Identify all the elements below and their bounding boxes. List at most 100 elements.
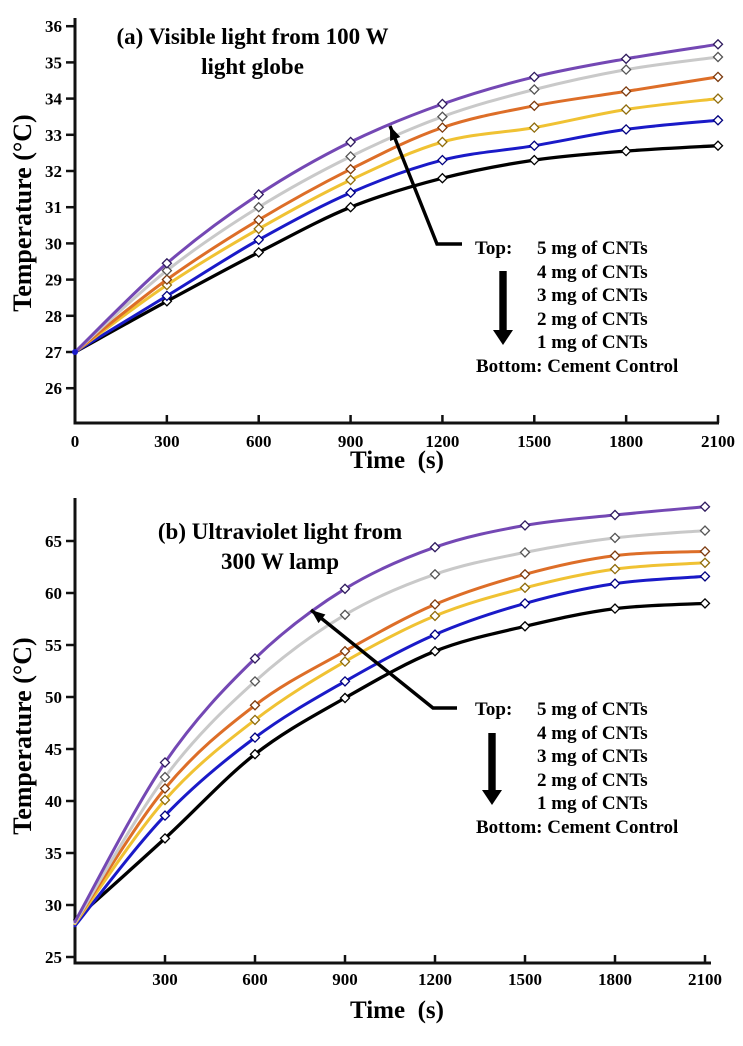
legend-row: Top: 5 mg of CNTs	[464, 698, 734, 722]
data-point-marker	[699, 570, 711, 582]
data-point-marker	[528, 84, 540, 95]
data-point-marker	[339, 609, 351, 621]
data-point-marker	[609, 578, 621, 590]
y-tick-label: 50	[45, 688, 62, 707]
data-point-marker	[429, 610, 441, 622]
data-point-marker	[159, 810, 171, 822]
panel-b-y-axis-label: Temperature (°C)	[8, 637, 37, 835]
x-tick-label: 300	[154, 432, 180, 451]
arrowhead-icon	[390, 126, 401, 141]
data-point-marker	[519, 597, 531, 609]
x-tick-label: 1800	[609, 432, 643, 451]
axis-b	[73, 498, 711, 965]
legend-item: 2 mg of CNTs	[537, 308, 648, 330]
data-point-marker	[345, 201, 357, 213]
data-point-marker	[712, 93, 724, 105]
y-tick-label: 27	[45, 343, 63, 362]
panel-b-title: (b) Ultraviolet light from 300 W lamp	[84, 517, 476, 577]
x-tick-label: 600	[242, 970, 268, 989]
data-point-marker	[429, 541, 441, 553]
data-point-marker	[253, 234, 265, 246]
legend-pointer-line	[309, 608, 457, 710]
panel-b-title-line1: (b) Ultraviolet light from	[157, 519, 403, 544]
x-tick-label: 900	[338, 432, 364, 451]
data-point-marker	[159, 771, 171, 783]
data-point-marker	[519, 582, 531, 594]
legend-item: 3 mg of CNTs	[537, 746, 648, 767]
arrowhead-icon	[311, 610, 326, 624]
data-point-marker	[609, 532, 621, 544]
y-tick-label: 30	[45, 896, 62, 915]
data-point-marker	[609, 603, 621, 615]
legend-row: 2 mg of CNTs	[464, 308, 734, 332]
data-point-marker	[249, 732, 261, 744]
data-point-marker	[345, 187, 357, 199]
data-point-marker	[339, 692, 351, 704]
data-point-marker	[159, 757, 171, 768]
legend-item: 5 mg of CNTs	[537, 238, 648, 259]
x-tick-label: 2100	[688, 970, 722, 989]
legend-row: 1 mg of CNTs	[464, 331, 734, 355]
panel-b-legend: Top: 5 mg of CNTs 4 mg of CNTs 3 mg of CN…	[464, 698, 734, 839]
y-tick-label: 25	[45, 948, 62, 967]
data-point-marker	[159, 832, 171, 844]
series-curve	[73, 144, 720, 354]
data-point-marker	[339, 645, 351, 657]
legend-item: 4 mg of CNTs	[537, 261, 648, 283]
x-tick-label: 600	[246, 432, 272, 451]
panel-a-legend-top-label: Top:	[475, 238, 513, 259]
legend-row: 3 mg of CNTs	[464, 745, 734, 769]
data-point-marker	[345, 163, 357, 175]
y-tick-label: 55	[45, 636, 62, 655]
panel-b-x-axis-label: Time (s)	[350, 997, 444, 1024]
data-point-marker	[429, 598, 441, 610]
data-point-marker	[620, 64, 632, 76]
data-point-marker	[249, 675, 261, 687]
data-point-marker	[620, 123, 632, 135]
start-point	[72, 349, 78, 355]
legend-item: 5 mg of CNTs	[537, 699, 648, 720]
data-point-marker	[712, 51, 724, 63]
data-point-marker	[161, 265, 173, 277]
y-tick-label: 26	[45, 379, 62, 398]
data-point-marker	[528, 100, 540, 112]
panel-b-legend-bottom-label: Bottom: Cement Control	[476, 816, 679, 838]
data-point-marker	[528, 122, 540, 134]
data-point-marker	[519, 568, 531, 580]
panel-a-y-axis-label: Temperature (°C)	[8, 114, 37, 312]
data-point-marker	[712, 71, 724, 83]
legend-row: 2 mg of CNTs	[464, 769, 734, 793]
data-point-marker	[249, 699, 261, 711]
data-point-marker	[699, 525, 711, 537]
data-point-marker	[339, 675, 351, 687]
data-point-marker	[609, 563, 621, 575]
legend-row: 4 mg of CNTs	[464, 261, 734, 285]
data-point-marker	[519, 519, 531, 531]
legend-row: 1 mg of CNTs	[464, 792, 734, 816]
data-point-marker	[519, 546, 531, 558]
legend-row: 3 mg of CNTs	[464, 284, 734, 308]
panel-b-title-line2: 300 W lamp	[220, 549, 339, 574]
data-point-marker	[253, 223, 265, 235]
legend-item: 2 mg of CNTs	[537, 769, 648, 791]
data-point-marker	[436, 98, 448, 110]
x-tick-label: 900	[332, 970, 358, 989]
data-point-marker	[699, 501, 711, 513]
data-point-marker	[620, 85, 632, 97]
y-tick-label: 35	[45, 53, 62, 72]
data-point-marker	[609, 509, 621, 521]
data-point-marker	[253, 246, 265, 258]
data-point-marker	[161, 274, 173, 286]
data-point-marker	[436, 136, 448, 148]
data-point-marker	[620, 53, 632, 65]
data-point-marker	[345, 151, 357, 162]
data-point-marker	[712, 38, 724, 50]
data-point-marker	[620, 104, 632, 115]
data-point-marker	[429, 645, 441, 657]
x-tick-label: 0	[71, 432, 80, 451]
series-curve	[73, 75, 720, 354]
panel-a-title: (a) Visible light from 100 W light globe	[80, 22, 425, 82]
down-arrow-icon	[488, 733, 496, 790]
